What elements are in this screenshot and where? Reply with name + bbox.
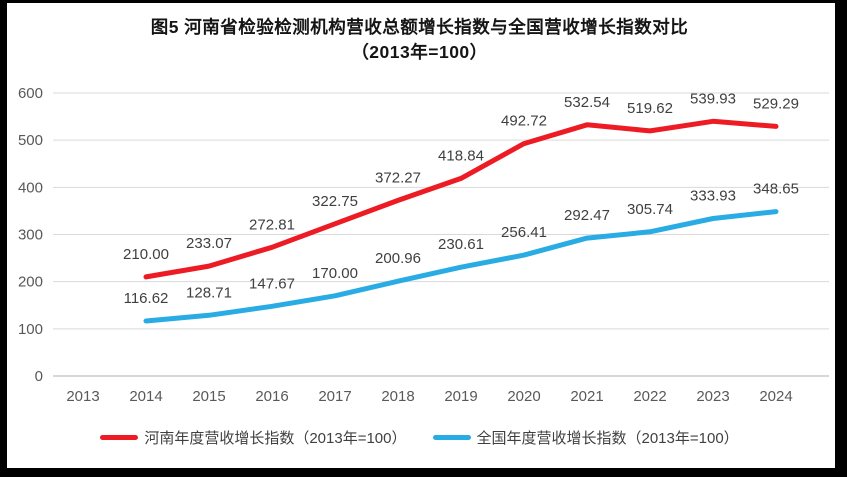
line-chart-plot: 0 100 200 300 400 500 600 2013 2014 2015 2016 2017 2… [18, 85, 829, 405]
svg-text:372.27: 372.27 [375, 169, 421, 186]
svg-text:2024: 2024 [759, 388, 792, 405]
svg-text:2019: 2019 [444, 388, 477, 405]
national-line-swatch [432, 435, 471, 440]
henan-line-swatch [100, 435, 139, 440]
chart-legend: 河南年度营收增长指数（2013年=100） 全国年度营收增长指数（2013年=1… [7, 427, 832, 448]
svg-text:333.93: 333.93 [690, 188, 736, 205]
svg-text:500: 500 [18, 132, 43, 149]
svg-text:2018: 2018 [381, 388, 414, 405]
svg-text:230.61: 230.61 [438, 236, 484, 253]
svg-text:256.41: 256.41 [501, 224, 547, 241]
chart-title: 图5 河南省检验检测机构营收总额增长指数与全国营收增长指数对比 （2013年=1… [7, 15, 832, 65]
svg-text:2014: 2014 [129, 388, 162, 405]
svg-text:233.07: 233.07 [186, 235, 232, 252]
chart-title-line1: 图5 河南省检验检测机构营收总额增长指数与全国营收增长指数对比 [150, 17, 689, 37]
svg-text:300: 300 [18, 227, 43, 244]
svg-text:116.62: 116.62 [124, 290, 169, 307]
svg-text:2016: 2016 [255, 388, 288, 405]
svg-text:147.67: 147.67 [249, 275, 295, 292]
svg-text:210.00: 210.00 [123, 246, 169, 263]
svg-text:532.54: 532.54 [564, 94, 610, 111]
svg-text:2022: 2022 [633, 388, 666, 405]
svg-text:305.74: 305.74 [627, 201, 673, 218]
svg-text:400: 400 [18, 179, 43, 196]
svg-text:519.62: 519.62 [627, 100, 673, 117]
legend-label-national: 全国年度营收增长指数（2013年=100） [476, 430, 739, 447]
svg-text:529.29: 529.29 [753, 95, 799, 112]
svg-text:492.72: 492.72 [501, 113, 547, 130]
svg-text:600: 600 [18, 85, 43, 102]
svg-text:2023: 2023 [696, 388, 729, 405]
svg-text:200.96: 200.96 [375, 250, 421, 267]
svg-text:200: 200 [18, 274, 43, 291]
svg-text:539.93: 539.93 [690, 90, 736, 107]
svg-text:128.71: 128.71 [186, 284, 232, 301]
svg-text:348.65: 348.65 [753, 181, 799, 198]
svg-text:292.47: 292.47 [564, 207, 610, 224]
svg-text:2017: 2017 [318, 388, 351, 405]
legend-label-henan: 河南年度营收增长指数（2013年=100） [144, 430, 407, 447]
svg-text:322.75: 322.75 [312, 193, 358, 210]
svg-text:2021: 2021 [570, 388, 603, 405]
svg-text:418.84: 418.84 [438, 147, 484, 164]
legend-item-henan: 河南年度营收增长指数（2013年=100） [100, 427, 407, 448]
svg-text:2020: 2020 [507, 388, 540, 405]
svg-text:170.00: 170.00 [312, 265, 358, 282]
svg-text:2013: 2013 [66, 388, 99, 405]
chart-area: 图5 河南省检验检测机构营收总额增长指数与全国营收增长指数对比 （2013年=1… [7, 3, 832, 466]
legend-item-national: 全国年度营收增长指数（2013年=100） [432, 427, 739, 448]
svg-text:0: 0 [35, 368, 43, 385]
svg-text:2015: 2015 [192, 388, 225, 405]
svg-text:272.81: 272.81 [249, 216, 295, 233]
svg-text:100: 100 [18, 321, 43, 338]
chart-title-line2: （2013年=100） [351, 42, 488, 62]
